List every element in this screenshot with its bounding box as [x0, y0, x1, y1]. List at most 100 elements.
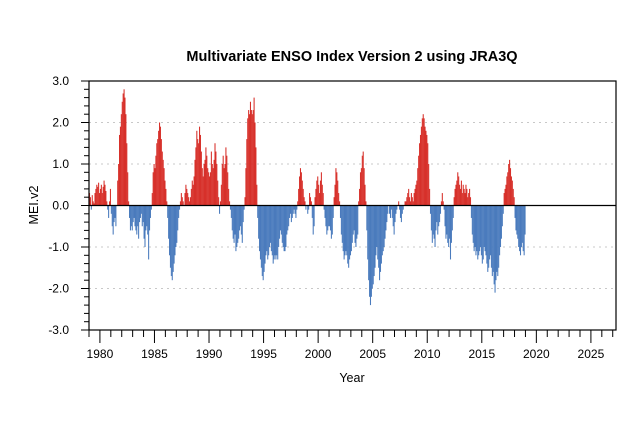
bar: [121, 101, 123, 206]
bar: [393, 205, 395, 235]
bar: [439, 205, 441, 223]
bar: [493, 205, 495, 285]
bar: [233, 205, 235, 243]
bar: [239, 205, 241, 231]
bar: [129, 205, 131, 231]
bar: [187, 193, 189, 206]
bar: [456, 180, 458, 206]
bar: [405, 201, 407, 206]
bar: [152, 172, 154, 206]
bar: [312, 205, 314, 235]
bar: [474, 205, 476, 247]
y-axis-label: MEI.v2: [27, 186, 41, 225]
bar: [320, 172, 322, 206]
bar: [331, 205, 333, 235]
bar: [418, 155, 420, 206]
bar: [401, 205, 403, 214]
x-tick-label: 2015: [468, 347, 495, 361]
bar: [329, 205, 332, 231]
bar: [258, 205, 260, 239]
bar: [420, 126, 422, 206]
bar: [282, 205, 284, 247]
bar: [288, 205, 290, 227]
bar: [408, 188, 410, 206]
bar: [414, 188, 416, 206]
bar: [265, 205, 267, 256]
bar: [392, 205, 394, 227]
bar: [498, 205, 500, 268]
bar: [343, 205, 345, 260]
bar: [468, 193, 470, 206]
bar: [215, 151, 217, 206]
bar: [207, 168, 209, 206]
bar: [379, 205, 381, 281]
bar: [226, 155, 228, 206]
bar: [471, 205, 473, 235]
y-tick-label: 0.0: [52, 199, 69, 213]
bar: [369, 205, 372, 306]
bar: [243, 205, 245, 210]
bar: [419, 143, 421, 206]
bar: [248, 110, 250, 206]
bar: [176, 205, 178, 243]
bar: [349, 205, 352, 256]
bar: [361, 155, 363, 206]
bar: [244, 197, 246, 206]
bar: [356, 205, 358, 239]
bar: [147, 205, 149, 235]
bar: [296, 205, 298, 210]
bar: [346, 205, 348, 256]
bar: [508, 164, 510, 206]
bar: [518, 205, 520, 247]
bar: [194, 159, 196, 206]
bar: [429, 205, 432, 214]
bar: [400, 205, 402, 223]
bar: [340, 205, 342, 235]
bar: [139, 205, 141, 223]
bar: [185, 184, 187, 206]
bar: [168, 205, 170, 239]
bar: [140, 205, 142, 214]
bar: [218, 197, 220, 206]
bar: [261, 205, 263, 277]
bar: [449, 205, 451, 239]
bar: [486, 205, 488, 264]
bar: [256, 184, 258, 206]
bar: [454, 188, 456, 206]
bar: [216, 164, 218, 206]
bar: [94, 193, 96, 206]
bar: [511, 180, 513, 206]
bar: [463, 188, 465, 206]
bar: [494, 205, 496, 293]
bar: [430, 205, 432, 231]
grid-lines: [89, 122, 616, 289]
bar: [369, 205, 371, 297]
bar: [499, 205, 502, 247]
bar: [444, 205, 446, 227]
bar: [440, 201, 442, 206]
bar: [439, 205, 442, 214]
bar: [412, 201, 414, 206]
x-tick-label: 2005: [359, 347, 386, 361]
bar: [281, 205, 283, 243]
bar: [469, 188, 471, 206]
bar: [292, 205, 294, 214]
bar: [458, 176, 460, 206]
y-tick-label: -2.0: [48, 282, 69, 296]
bar: [275, 205, 277, 260]
bar: [175, 205, 177, 247]
bar: [307, 205, 309, 214]
bar: [237, 205, 239, 243]
bar: [461, 193, 463, 206]
bar: [297, 201, 299, 206]
bar: [496, 205, 498, 272]
bar: [167, 205, 169, 218]
x-tick-label: 1985: [141, 347, 168, 361]
bar: [519, 205, 521, 252]
bar: [299, 176, 301, 206]
bar: [460, 180, 462, 206]
bar: [515, 205, 517, 231]
bar: [198, 143, 200, 206]
bar: [322, 193, 324, 206]
bar: [259, 205, 261, 260]
